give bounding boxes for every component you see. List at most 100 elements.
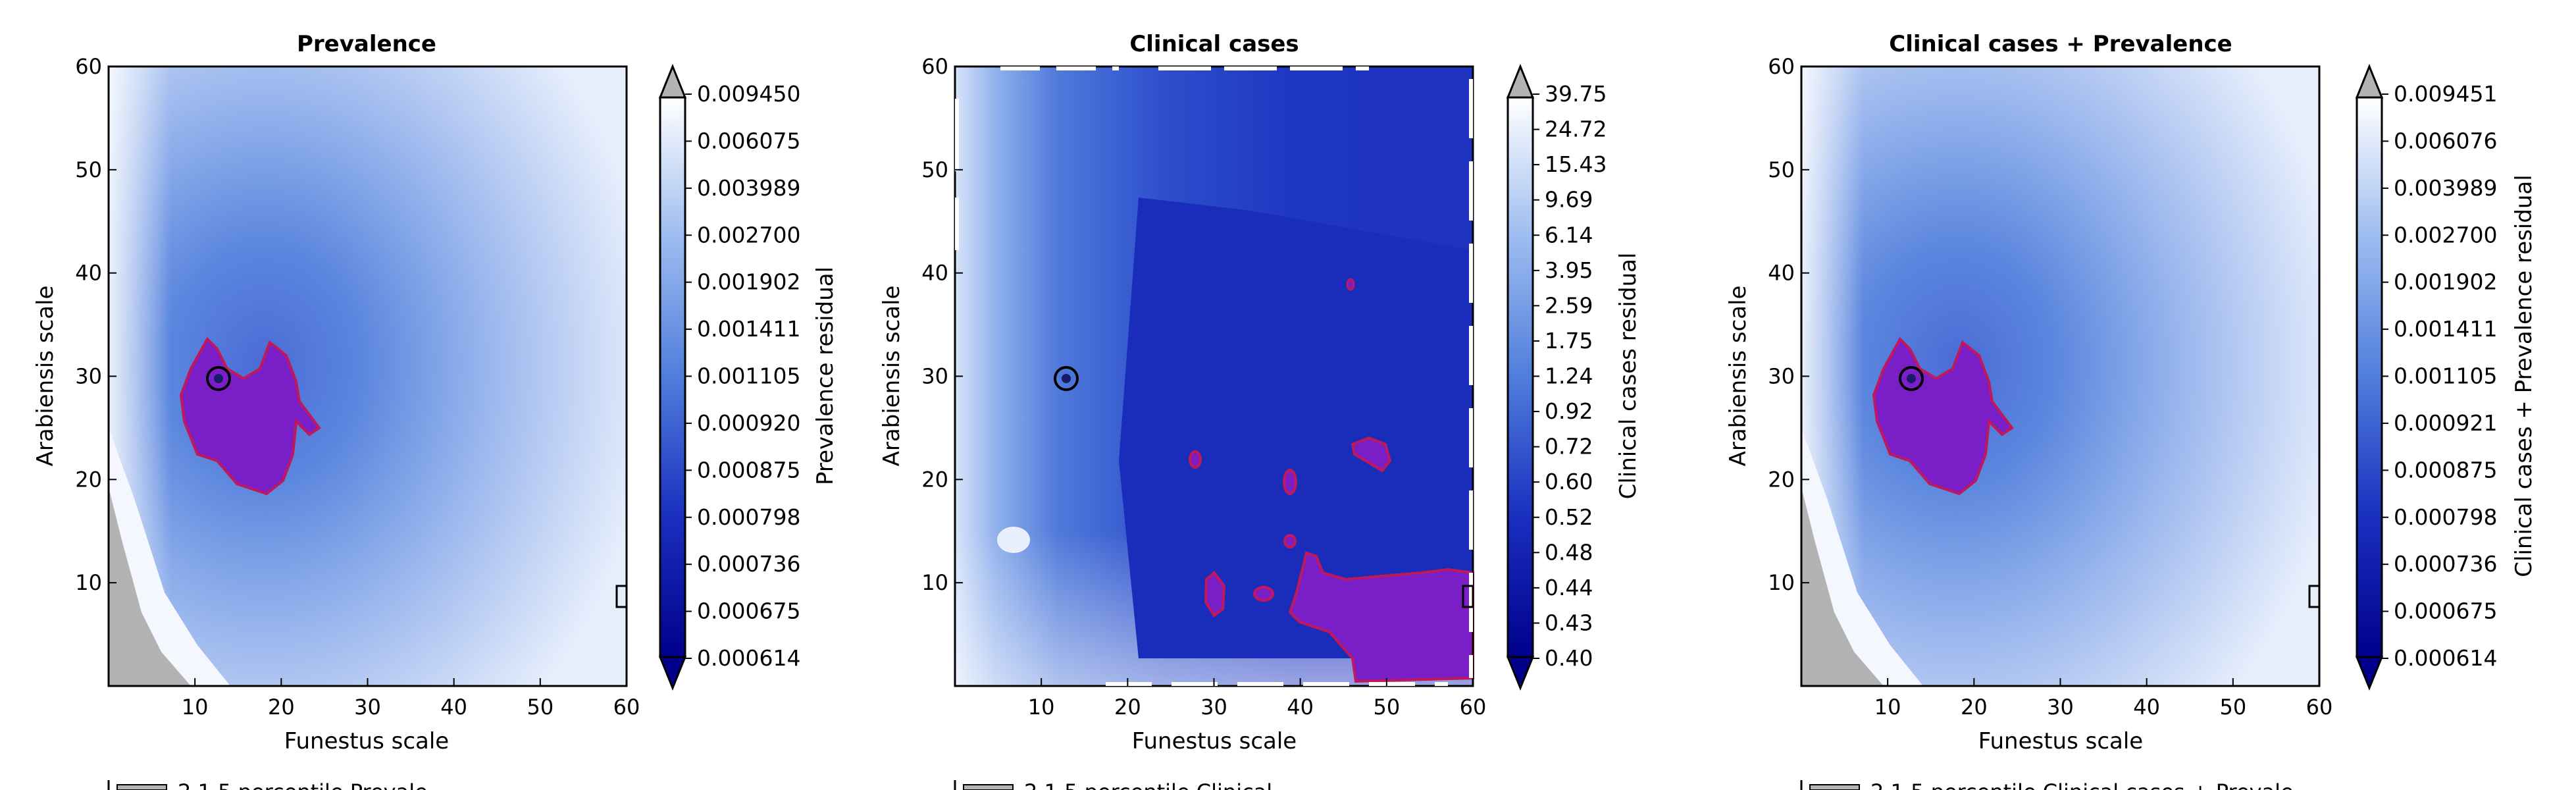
colorbar: 0.009451 0.006076 0.003989 0.002700 0.001902… bbox=[2355, 63, 2497, 691]
colorbar-tick-label: 0.000736 bbox=[2394, 551, 2497, 577]
highlight-region bbox=[1204, 571, 1226, 618]
colorbar-tick-label: 24.72 bbox=[1545, 117, 1607, 142]
y-tick-label: 60 bbox=[1768, 54, 1795, 79]
colorbar-body bbox=[2356, 96, 2383, 658]
y-tick-label: 30 bbox=[1768, 364, 1795, 389]
colorbar-label: Clinical cases residual bbox=[1615, 253, 1641, 500]
legend-text: 2.1.5 percentile Clinical bbox=[1024, 779, 1272, 790]
x-tick-label: 60 bbox=[613, 695, 640, 720]
x-tick-label: 10 bbox=[1028, 695, 1055, 720]
marker bbox=[1054, 366, 1079, 391]
y-tick-label: 20 bbox=[921, 467, 948, 492]
edge-marker bbox=[2308, 585, 2321, 608]
light-spot bbox=[997, 527, 1030, 553]
y-tick-label: 20 bbox=[75, 467, 102, 492]
colorbar-tick-label: 0.001411 bbox=[697, 316, 800, 342]
colorbar-tick-label: 0.000736 bbox=[697, 551, 800, 577]
legend-text: 2.1.5 percentile Clinical cases + Preval… bbox=[1870, 779, 2294, 790]
edge-dashes bbox=[955, 66, 1473, 686]
x-tick-label: 60 bbox=[2306, 695, 2333, 720]
y-tick-label: 30 bbox=[75, 364, 102, 389]
x-tick-label: 30 bbox=[2047, 695, 2074, 720]
y-tick-label: 50 bbox=[1768, 157, 1795, 182]
y-axis-label: Arabiensis scale bbox=[879, 286, 905, 467]
x-tick-label: 20 bbox=[1961, 695, 1988, 720]
colorbar-tick-label: 0.48 bbox=[1545, 539, 1593, 565]
gray-region bbox=[109, 487, 191, 686]
colorbar-tick-label: 0.001411 bbox=[2394, 316, 2497, 342]
colorbar-tick-label: 3.95 bbox=[1545, 257, 1593, 283]
colorbar-tick-label: 1.75 bbox=[1545, 328, 1593, 354]
marker bbox=[1899, 366, 1924, 391]
colorbar-tick-label: 0.52 bbox=[1545, 504, 1593, 530]
plot-fade bbox=[1801, 66, 2319, 686]
x-tick-label: 20 bbox=[268, 695, 295, 720]
panel-title: Clinical cases + Prevalence bbox=[1889, 31, 2232, 57]
colorbar-tick-label: 0.009450 bbox=[697, 81, 800, 107]
colorbar-tick-label: 0.001105 bbox=[2394, 363, 2497, 389]
colorbar-tick-label: 0.000875 bbox=[2394, 457, 2497, 483]
x-tick-label: 10 bbox=[182, 695, 209, 720]
colorbar-tick-label: 0.92 bbox=[1545, 398, 1593, 424]
highlight-region bbox=[1351, 436, 1392, 473]
colorbar-tick-label: 39.75 bbox=[1545, 81, 1607, 107]
x-tick-label: 20 bbox=[1114, 695, 1141, 720]
x-axis-label: Funestus scale bbox=[1132, 728, 1297, 754]
highlight-region bbox=[1346, 278, 1355, 291]
y-tick-label: 10 bbox=[921, 570, 948, 595]
panel-prevalence: Prevalence 10 20 30 40 50 60 10 20 30 40 50 60 Fune… bbox=[32, 31, 838, 790]
legend-fragment: 2.1.5 percentile Clinical cases + Preval… bbox=[1800, 779, 2294, 790]
y-tick-label: 40 bbox=[75, 261, 102, 286]
colorbar-tick-label: 0.009451 bbox=[2394, 81, 2497, 107]
y-tick-label: 40 bbox=[1768, 261, 1795, 286]
y-tick-label: 10 bbox=[75, 570, 102, 595]
legend-text: 2.1.5 percentile Prevale bbox=[178, 779, 428, 790]
white-band bbox=[109, 428, 230, 686]
x-tick-label: 50 bbox=[527, 695, 554, 720]
colorbar-over bbox=[2355, 63, 2384, 99]
y-tick-label: 60 bbox=[75, 54, 102, 79]
colorbar-tick-label: 2.59 bbox=[1545, 292, 1593, 318]
colorbar-tick-label: 0.003989 bbox=[2394, 175, 2497, 201]
panel-title: Prevalence bbox=[297, 31, 436, 57]
colorbar-tick-label: 0.000614 bbox=[2394, 645, 2497, 671]
colorbar-tick-label: 0.000921 bbox=[2394, 410, 2497, 436]
colorbar: 39.75 24.72 15.43 9.69 6.14 3.95 2.59 1.75 1.24 0… bbox=[1506, 63, 1607, 691]
colorbar-over bbox=[658, 63, 687, 99]
x-tick-label: 50 bbox=[2219, 695, 2246, 720]
colorbar-tick-label: 0.000798 bbox=[2394, 504, 2497, 530]
edge-marker bbox=[615, 585, 628, 608]
colorbar-ticks: 39.75 24.72 15.43 9.69 6.14 3.95 2.59 1.75 1.24 0… bbox=[1533, 81, 1607, 671]
x-tick-label: 40 bbox=[2133, 695, 2160, 720]
colorbar-tick-label: 0.001902 bbox=[2394, 269, 2497, 295]
colorbar-tick-label: 0.000798 bbox=[697, 504, 800, 530]
panel-combined: Clinical cases + Prevalence 10 20 30 40 50 60… bbox=[1725, 31, 2537, 790]
x-tick-label: 40 bbox=[440, 695, 467, 720]
gray-region bbox=[1801, 487, 1884, 686]
colorbar-tick-label: 15.43 bbox=[1545, 151, 1607, 177]
colorbar-under bbox=[2355, 656, 2384, 691]
colorbar-tick-label: 0.001902 bbox=[697, 269, 800, 295]
y-tick-label: 40 bbox=[921, 261, 948, 286]
colorbar-tick-label: 0.72 bbox=[1545, 434, 1593, 460]
axes: 10 20 30 40 50 60 10 20 30 40 50 60 bbox=[921, 54, 1486, 720]
colorbar-tick-label: 0.44 bbox=[1545, 575, 1593, 600]
white-band bbox=[1801, 428, 1923, 686]
y-tick-label: 60 bbox=[921, 54, 948, 79]
colorbar-body bbox=[659, 96, 686, 658]
colorbar-tick-label: 0.60 bbox=[1545, 469, 1593, 494]
x-tick-label: 10 bbox=[1874, 695, 1901, 720]
colorbar-tick-label: 0.003989 bbox=[697, 175, 800, 201]
colorbar-tick-label: 0.002700 bbox=[2394, 222, 2497, 248]
colorbar-tick-label: 0.006075 bbox=[697, 128, 800, 153]
colorbar-tick-label: 0.43 bbox=[1545, 610, 1593, 635]
highlight-region bbox=[1189, 450, 1202, 469]
marker bbox=[206, 366, 231, 391]
colorbar-ticks: 0.009450 0.006075 0.003989 0.002700 0.001902… bbox=[685, 81, 800, 671]
panel-title: Clinical cases bbox=[1129, 31, 1299, 57]
colorbar-under bbox=[658, 656, 687, 691]
x-tick-label: 30 bbox=[1200, 695, 1227, 720]
highlight-region bbox=[1283, 534, 1297, 548]
edge-marker bbox=[1462, 585, 1474, 608]
